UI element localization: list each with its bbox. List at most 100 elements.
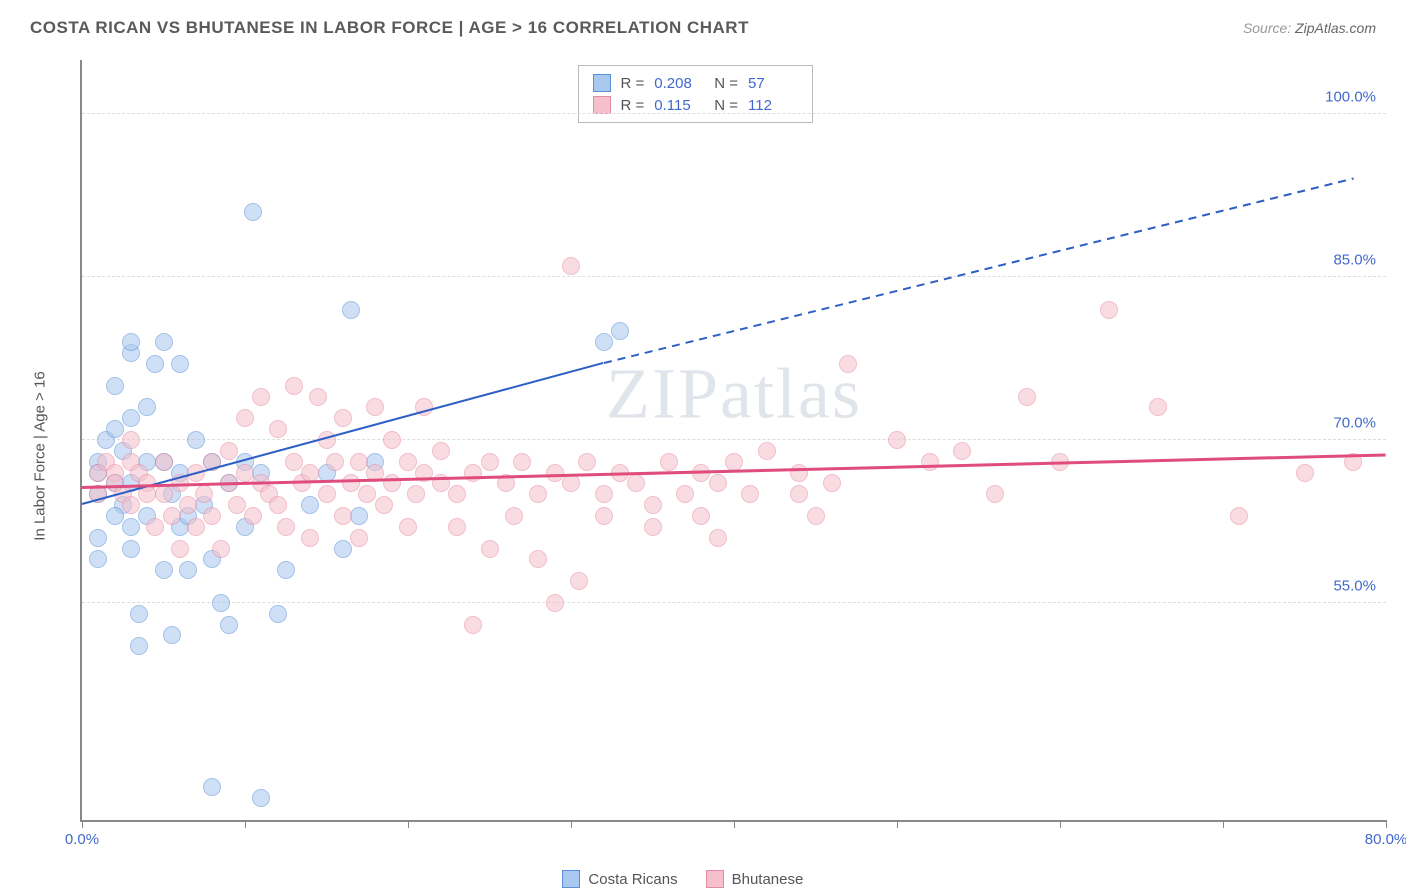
scatter-point	[595, 485, 613, 503]
scatter-point	[676, 485, 694, 503]
scatter-point	[155, 453, 173, 471]
scatter-point	[692, 507, 710, 525]
scatter-point	[195, 485, 213, 503]
scatter-point	[179, 496, 197, 514]
xtick	[1386, 820, 1387, 828]
scatter-point	[627, 474, 645, 492]
scatter-point	[709, 474, 727, 492]
scatter-point	[285, 453, 303, 471]
scatter-point	[334, 507, 352, 525]
chart-area: In Labor Force | Age > 16 ZIPatlas R = 0…	[50, 60, 1386, 852]
scatter-point	[220, 442, 238, 460]
legend-swatch-1	[706, 870, 724, 888]
scatter-point	[334, 409, 352, 427]
scatter-point	[130, 637, 148, 655]
scatter-point	[350, 507, 368, 525]
scatter-point	[122, 518, 140, 536]
scatter-point	[155, 485, 173, 503]
xtick-label: 80.0%	[1365, 831, 1406, 848]
swatch-series-1	[593, 96, 611, 114]
xtick	[571, 820, 572, 828]
scatter-point	[758, 442, 776, 460]
scatter-point	[106, 420, 124, 438]
legend-swatch-0	[562, 870, 580, 888]
scatter-point	[358, 485, 376, 503]
scatter-point	[179, 561, 197, 579]
scatter-point	[660, 453, 678, 471]
stats-legend-box: R = 0.208 N = 57 R = 0.115 N = 112	[578, 65, 814, 123]
scatter-point	[301, 529, 319, 547]
gridline	[82, 113, 1386, 114]
scatter-point	[171, 355, 189, 373]
scatter-point	[309, 388, 327, 406]
source-label: Source:	[1243, 20, 1291, 36]
ytick-label: 55.0%	[1333, 577, 1376, 594]
scatter-point	[106, 377, 124, 395]
scatter-point	[269, 420, 287, 438]
ytick-label: 100.0%	[1325, 89, 1376, 106]
scatter-point	[212, 540, 230, 558]
legend-item-1: Bhutanese	[706, 870, 804, 888]
scatter-point	[252, 789, 270, 807]
scatter-point	[342, 474, 360, 492]
scatter-point	[562, 474, 580, 492]
trend-line	[603, 177, 1353, 364]
scatter-point	[725, 453, 743, 471]
gridline	[82, 602, 1386, 603]
scatter-point	[807, 507, 825, 525]
scatter-point	[252, 388, 270, 406]
stat-r-series-1: 0.115	[654, 97, 704, 114]
scatter-point	[839, 355, 857, 373]
scatter-point	[163, 626, 181, 644]
xtick	[734, 820, 735, 828]
scatter-point	[570, 572, 588, 590]
stat-n-series-1: 112	[748, 97, 798, 114]
scatter-point	[464, 616, 482, 634]
legend-label-0: Costa Ricans	[588, 871, 677, 888]
scatter-point	[578, 453, 596, 471]
scatter-point	[244, 203, 262, 221]
scatter-point	[220, 616, 238, 634]
scatter-point	[513, 453, 531, 471]
scatter-point	[407, 485, 425, 503]
scatter-point	[146, 355, 164, 373]
scatter-point	[163, 507, 181, 525]
scatter-point	[481, 453, 499, 471]
scatter-point	[562, 257, 580, 275]
scatter-point	[953, 442, 971, 460]
scatter-point	[611, 322, 629, 340]
scatter-point	[187, 518, 205, 536]
scatter-point	[505, 507, 523, 525]
legend-item-0: Costa Ricans	[562, 870, 677, 888]
stat-label-r: R =	[621, 75, 645, 92]
stats-row-series-0: R = 0.208 N = 57	[593, 72, 799, 94]
xtick	[1060, 820, 1061, 828]
scatter-point	[334, 540, 352, 558]
source-credit: Source: ZipAtlas.com	[1243, 20, 1376, 36]
scatter-point	[350, 453, 368, 471]
scatter-point	[644, 518, 662, 536]
ytick-label: 70.0%	[1333, 415, 1376, 432]
scatter-plot: ZIPatlas R = 0.208 N = 57 R = 0.115 N = …	[80, 60, 1386, 822]
scatter-point	[212, 594, 230, 612]
chart-title: COSTA RICAN VS BHUTANESE IN LABOR FORCE …	[30, 18, 749, 38]
scatter-point	[106, 507, 124, 525]
scatter-point	[921, 453, 939, 471]
scatter-point	[326, 453, 344, 471]
stat-n-series-0: 57	[748, 75, 798, 92]
scatter-point	[236, 464, 254, 482]
scatter-point	[138, 398, 156, 416]
scatter-point	[236, 409, 254, 427]
scatter-point	[790, 464, 808, 482]
scatter-point	[285, 377, 303, 395]
scatter-point	[1100, 301, 1118, 319]
scatter-point	[399, 453, 417, 471]
scatter-point	[155, 333, 173, 351]
header: COSTA RICAN VS BHUTANESE IN LABOR FORCE …	[0, 0, 1406, 48]
scatter-point	[318, 485, 336, 503]
scatter-point	[228, 496, 246, 514]
scatter-point	[122, 333, 140, 351]
xtick	[1223, 820, 1224, 828]
scatter-point	[1296, 464, 1314, 482]
scatter-point	[122, 496, 140, 514]
